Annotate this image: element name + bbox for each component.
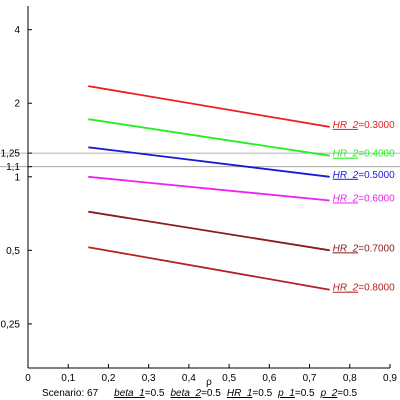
series-label-name: HR_2	[333, 149, 359, 160]
series-label-value: =0.7000	[358, 243, 395, 254]
series-line	[88, 118, 330, 157]
reference-lines	[0, 152, 400, 168]
x-tick-label: 0,7	[303, 373, 317, 384]
x-tick-label: 0,2	[101, 373, 115, 384]
series-label-value: =0.8000	[358, 283, 395, 294]
scenario-text: Scenario: 67 beta_1=0.5 beta_2=0.5 HR_1=0.5…	[42, 388, 357, 399]
y-tick-label: 4	[14, 25, 20, 36]
series-label-name: HR_2	[333, 170, 359, 181]
series-labels: HR_2=0.3000HR_2=0.4000HR_2=0.5000HR_2=0.…	[333, 120, 395, 294]
x-tick-label: 0,1	[61, 373, 75, 384]
y-tick-label: 1	[14, 172, 20, 183]
parameter-value: =0.5	[295, 388, 315, 399]
parameter-name: p_1	[277, 388, 295, 399]
parameter-value: =0.5	[145, 388, 165, 399]
series-line	[88, 210, 330, 252]
x-tick-label: 0,8	[343, 373, 357, 384]
parameter-value: =0.5	[337, 388, 357, 399]
x-tick-label: 0,9	[383, 373, 397, 384]
series-label: HR_2=0.3000	[333, 120, 395, 131]
series-line	[88, 85, 330, 128]
series-label-value: =0.5000	[358, 170, 395, 181]
series-label: HR_2=0.8000	[333, 283, 395, 294]
y-tick-label: 2	[14, 99, 20, 110]
series-label-value: =0.3000	[358, 120, 395, 131]
x-tick-label: 0,6	[262, 373, 276, 384]
series-label-name: HR_2	[333, 193, 359, 204]
y-tick-label: 1,25	[1, 149, 21, 160]
parameter-name: beta_1	[114, 388, 145, 399]
x-tick-label: 0	[25, 373, 31, 384]
parameter-name: p_2	[320, 388, 338, 399]
series-label-value: =0.4000	[358, 149, 395, 160]
series-label-name: HR_2	[333, 120, 359, 131]
y-tick-label: 0,5	[6, 246, 20, 257]
series-line	[88, 246, 330, 291]
scenario-footer: Scenario: 67 beta_1=0.5 beta_2=0.5 HR_1=0.5…	[42, 388, 357, 399]
series-group	[88, 85, 330, 291]
x-axis-title: ρ	[206, 377, 212, 388]
x-tick-label: 0,3	[142, 373, 156, 384]
x-tick-label: 0,4	[182, 373, 196, 384]
y-tick-label: 0,25	[1, 319, 21, 330]
parameter-name: beta_2	[171, 388, 202, 399]
y-tick-label: 1,1	[6, 162, 20, 173]
parameter-value: =0.5	[252, 388, 272, 399]
scenario-label: Scenario: 67	[42, 388, 99, 399]
axes: 0 0,1 0,2 0,3 0,4 0,5 0,6 0,7 0,8 0,9 0,25 0,5 11,1 1…	[1, 6, 397, 384]
series-label: HR_2=0.4000	[333, 149, 395, 160]
series-line	[88, 146, 330, 178]
series-label: HR_2=0.5000	[333, 170, 395, 181]
series-label: HR_2=0.7000	[333, 243, 395, 254]
series-label-value: =0.6000	[358, 193, 395, 204]
series-line	[88, 175, 330, 202]
x-tick-label: 0,5	[222, 373, 236, 384]
series-label-name: HR_2	[333, 283, 359, 294]
parameter-name: HR_1	[227, 388, 253, 399]
series-label: HR_2=0.6000	[333, 193, 395, 204]
series-label-name: HR_2	[333, 243, 359, 254]
parameter-value: =0.5	[201, 388, 221, 399]
